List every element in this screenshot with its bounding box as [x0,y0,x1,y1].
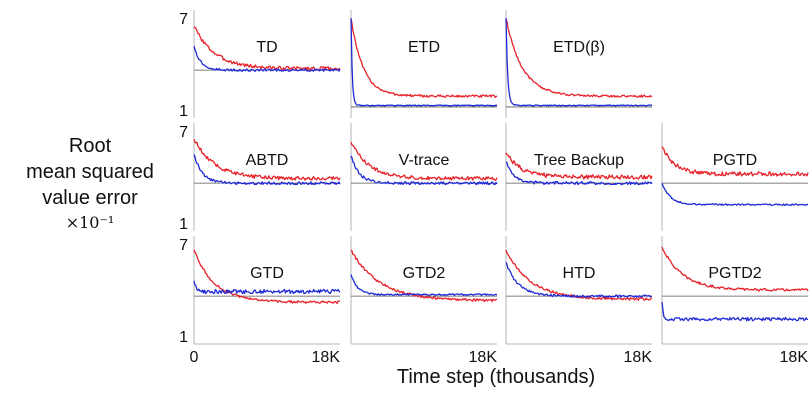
y-axis-multiplier: ×10⁻¹ [65,213,115,232]
red-series-line [350,18,498,98]
blue-series-line [193,154,341,186]
blue-series-line [505,261,653,298]
panel-title: ETD(β) [553,39,605,56]
x-axis-label: Time step (thousands) [396,366,596,388]
x-tick-label: 18K [624,349,653,366]
panel-title: TD [256,39,277,56]
red-series-line [193,139,341,181]
blue-series-line [505,18,653,107]
blue-series-line [505,161,653,186]
red-series-line [505,18,653,98]
panel-title: ABTD [246,152,289,169]
x-tick-label: 18K [312,349,341,366]
blue-series-line [350,18,498,107]
y-tick-label: 1 [179,216,188,233]
y-tick-label: 7 [179,11,188,28]
y-tick-label: 7 [179,124,188,141]
red-series-line [193,249,341,305]
red-series-line [661,246,809,292]
red-series-line [350,249,497,303]
blue-series-line [350,274,498,297]
blue-series-line [661,182,809,207]
x-tick-label: 18K [469,349,498,366]
red-series-line [350,141,498,181]
blue-series-line [193,280,341,295]
y-axis-label-line-1: Root [68,135,112,157]
blue-series-line [193,46,341,72]
panel-title: ETD [408,39,440,56]
x-tick-label: 0 [190,349,199,366]
y-axis-label-line-3: value error [42,187,138,209]
y-tick-label: 1 [179,103,188,120]
y-tick-label: 7 [179,237,188,254]
blue-series-line [661,301,809,322]
red-series-line [661,146,809,177]
y-tick-label: 1 [179,329,188,346]
panel-title: Tree Backup [534,152,624,169]
blue-series-line [350,155,498,186]
panel-title: PGTD [713,152,757,169]
panel-title: PGTD2 [708,265,761,282]
y-axis-label-line-2: mean squared [26,161,154,183]
red-series-line [505,152,653,180]
panel-title: V-trace [399,152,450,169]
x-tick-label: 18K [780,349,809,366]
panel-title: GTD2 [403,265,446,282]
panel-title: HTD [563,265,596,282]
panel-title: GTD [250,265,284,282]
